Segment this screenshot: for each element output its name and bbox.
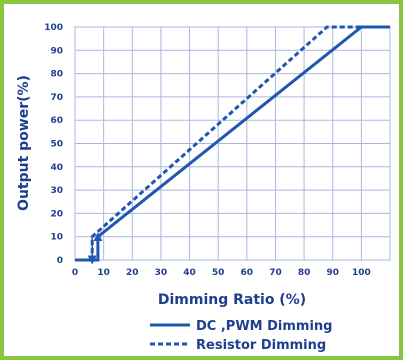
annotation-arrows [87, 232, 103, 265]
x-tick-labels: 0 10 20 30 40 50 60 70 80 90 100 [72, 268, 371, 278]
y-tick-label-20: 20 [50, 209, 63, 219]
y-tick-label-70: 70 [50, 93, 63, 103]
x-tick-label-100: 100 [352, 268, 371, 278]
x-tick-label-80: 80 [298, 268, 311, 278]
x-tick-label-40: 40 [183, 268, 196, 278]
y-tick-label-90: 90 [50, 46, 63, 56]
x-tick-label-30: 30 [155, 268, 168, 278]
y-tick-label-50: 50 [50, 140, 63, 150]
y-tick-label-0: 0 [57, 256, 63, 266]
y-tick-labels: 0 10 20 30 40 50 60 70 80 90 100 [44, 23, 63, 266]
y-tick-label-100: 100 [44, 23, 63, 33]
y-tick-label-40: 40 [50, 163, 63, 173]
x-tick-label-0: 0 [72, 268, 78, 278]
y-axis-title: Output power(%) [16, 75, 32, 211]
x-tick-label-50: 50 [212, 268, 225, 278]
x-tick-label-20: 20 [126, 268, 139, 278]
legend: DC ,PWM Dimming Resistor Dimming [150, 319, 332, 353]
y-tick-label-10: 10 [50, 233, 63, 243]
x-tick-label-90: 90 [326, 268, 339, 278]
legend-label-dc-pwm: DC ,PWM Dimming [196, 319, 332, 334]
y-tick-label-30: 30 [50, 186, 63, 196]
x-axis-title: Dimming Ratio (%) [158, 292, 306, 308]
y-tick-label-80: 80 [50, 70, 63, 80]
x-tick-label-70: 70 [269, 268, 282, 278]
x-tick-label-10: 10 [97, 268, 110, 278]
x-tick-label-60: 60 [241, 268, 254, 278]
legend-label-resistor: Resistor Dimming [196, 338, 326, 353]
y-tick-label-60: 60 [50, 116, 63, 126]
